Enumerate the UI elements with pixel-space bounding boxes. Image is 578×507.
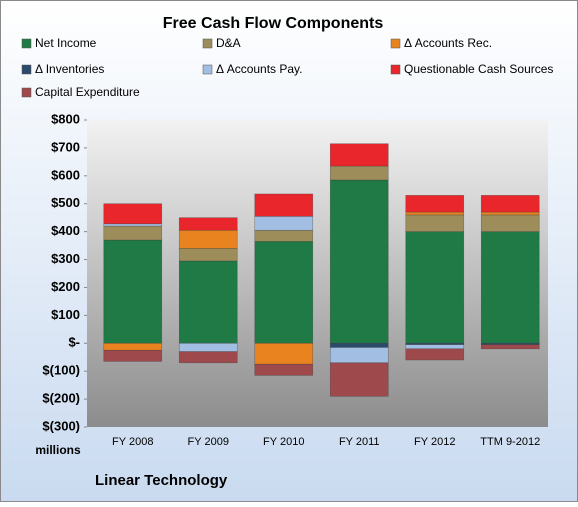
legend-label: D&A — [216, 36, 241, 50]
y-tick-label: $700 — [51, 139, 80, 154]
bar-segment — [103, 239, 163, 344]
x-tick-label: FY 2011 — [339, 436, 380, 448]
legend-swatch — [390, 38, 401, 49]
legend-label: Δ Accounts Pay. — [216, 62, 303, 76]
plot-area — [87, 120, 548, 427]
legend-label: Δ Inventories — [35, 62, 104, 76]
bar-segment — [329, 143, 389, 167]
bar-segment — [103, 223, 163, 227]
chart-title: Free Cash Flow Components — [163, 15, 384, 32]
y-tick-label: $400 — [51, 223, 80, 238]
y-tick-label: $- — [68, 335, 80, 350]
legend-label: Δ Accounts Rec. — [404, 36, 492, 50]
unit-label: millions — [35, 443, 81, 457]
legend-swatch — [390, 64, 401, 75]
bar-segment — [480, 214, 540, 232]
y-tick-label: $800 — [51, 111, 80, 126]
x-tick-label: FY 2009 — [188, 436, 229, 448]
x-tick-label: TTM 9-2012 — [480, 436, 540, 448]
y-tick-label: $200 — [51, 279, 80, 294]
legend-label: Capital Expenditure — [35, 85, 140, 99]
bar-segment — [178, 248, 238, 262]
x-tick-label: FY 2012 — [414, 436, 455, 448]
bar-segment — [405, 231, 465, 344]
y-tick-label: $100 — [51, 307, 80, 322]
y-tick-label: $500 — [51, 195, 80, 210]
legend-label: Net Income — [35, 36, 97, 50]
y-tick-label: $(200) — [42, 391, 80, 406]
bar-segment — [405, 214, 465, 232]
y-tick-label: $600 — [51, 167, 80, 182]
legend-swatch — [202, 64, 213, 75]
bar-segment — [480, 231, 540, 344]
bar-segment — [329, 165, 389, 181]
legend-swatch — [21, 87, 32, 98]
bar-segment — [329, 347, 389, 364]
bar-segment — [254, 215, 314, 231]
bar-segment — [405, 348, 465, 361]
bar-segment — [178, 229, 238, 249]
y-tick-label: $(300) — [42, 418, 80, 433]
bar-segment — [254, 193, 314, 217]
legend-label: Questionable Cash Sources — [404, 62, 553, 76]
bar-segment — [480, 211, 540, 216]
bar-segment — [254, 241, 314, 344]
bar-segment — [254, 229, 314, 242]
bar-segment — [329, 362, 389, 397]
bar-segment — [405, 344, 465, 350]
bar-segment — [480, 195, 540, 213]
legend-swatch — [21, 64, 32, 75]
bar-segment — [103, 349, 163, 362]
bar-segment — [405, 211, 465, 216]
x-tick-label: FY 2010 — [263, 436, 304, 448]
x-tick-label: FY 2008 — [112, 436, 153, 448]
bar-segment — [329, 179, 389, 344]
bar-segment — [254, 363, 314, 376]
bar-segment — [254, 342, 314, 365]
bar-segment — [178, 217, 238, 231]
y-tick-label: $(100) — [42, 363, 80, 378]
bar-segment — [329, 342, 389, 348]
bar-segment — [480, 344, 540, 350]
bar-segment — [178, 342, 238, 352]
legend-swatch — [202, 38, 213, 49]
bar-segment — [103, 225, 163, 241]
y-tick-label: $300 — [51, 251, 80, 266]
bar-segment — [405, 195, 465, 213]
bar-segment — [103, 342, 163, 351]
bar-segment — [178, 351, 238, 364]
footer: Linear Technology — [95, 472, 228, 489]
legend-swatch — [21, 38, 32, 49]
bar-segment — [178, 260, 238, 344]
bar-segment — [103, 203, 163, 225]
